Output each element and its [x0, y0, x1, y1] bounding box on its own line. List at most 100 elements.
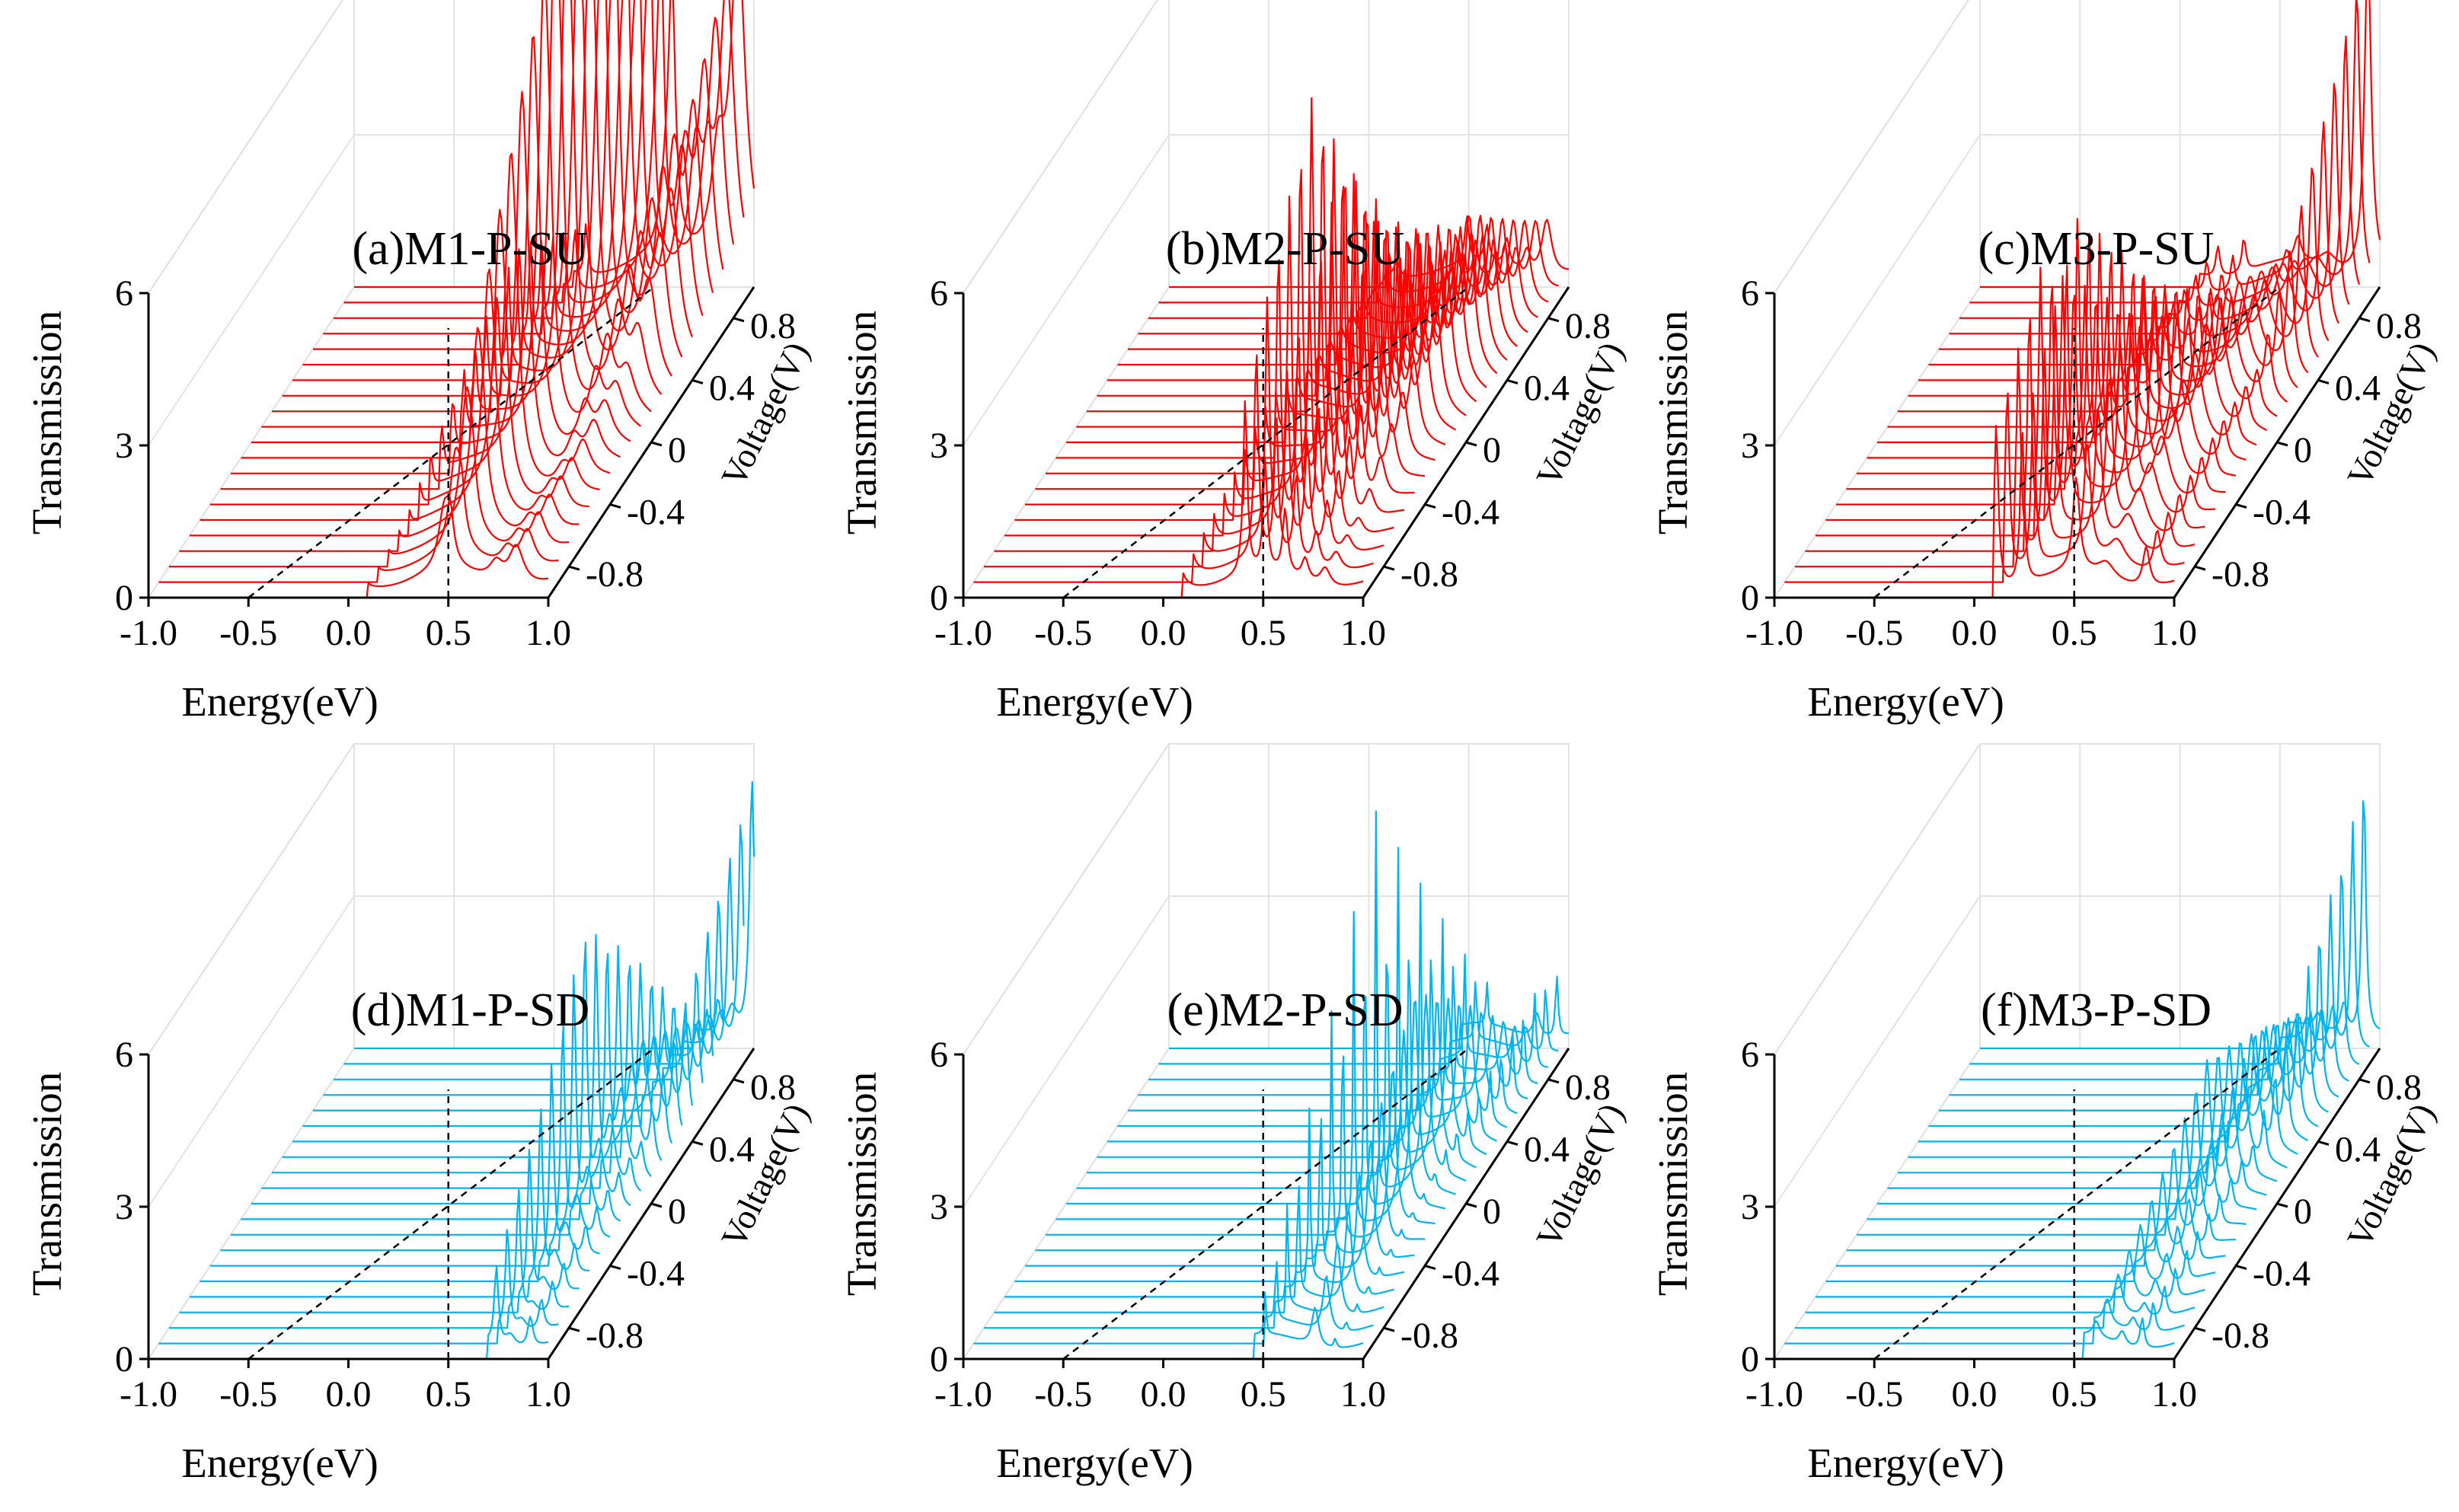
series-line	[1784, 392, 2185, 583]
z-tick-label: 0	[668, 430, 686, 471]
series-line	[231, 941, 631, 1236]
z-tick-label: 0	[1483, 1191, 1501, 1232]
chart-title: (c)M3-P-SU	[1978, 223, 2215, 275]
x-tick-label: 1.0	[525, 1374, 571, 1415]
series-line	[179, 327, 580, 552]
z-tick	[1424, 503, 1436, 509]
series-line	[292, 985, 694, 1143]
y-tick-label: 6	[1741, 1035, 1759, 1075]
series-line	[1025, 97, 1426, 506]
z-tick	[650, 441, 663, 447]
series-line	[994, 1185, 1394, 1313]
gridline	[1774, 0, 1969, 294]
x-tick-label: -0.5	[1034, 1374, 1092, 1415]
y-tick-label: 0	[115, 578, 133, 618]
series-line	[1949, 894, 2349, 1096]
z-tick	[568, 565, 580, 571]
x-tick-label: -1.0	[120, 613, 177, 653]
x-tick-label: -0.5	[1845, 1374, 1903, 1415]
series-line	[1825, 1200, 2226, 1283]
chart-title: (b)M2-P-SU	[1166, 223, 1404, 275]
z-axis-label: Voltage(V)	[1528, 336, 1631, 492]
side-wall	[963, 0, 1158, 598]
series-line	[994, 259, 1394, 552]
y-tick-label: 0	[1741, 578, 1759, 618]
z-tick-label: -0.8	[2212, 554, 2269, 595]
series-line	[179, 1149, 580, 1313]
series-line	[1908, 1026, 2308, 1158]
y-tick-label: 6	[930, 273, 948, 314]
series-line	[1857, 251, 2257, 474]
series-line	[261, 945, 663, 1189]
z-axis-label: Voltage(V)	[714, 1097, 816, 1253]
z-tick-label: -0.4	[2253, 1254, 2311, 1294]
z-tick-label: 0.4	[2335, 1129, 2381, 1169]
z-tick-label: -0.8	[1400, 554, 1458, 595]
z-axis-label: Voltage(V)	[2339, 1097, 2442, 1253]
x-tick-label: 1.0	[525, 613, 571, 653]
z-tick	[609, 1265, 621, 1271]
z-tick	[1465, 441, 1477, 447]
x-axis-label: Energy(eV)	[1807, 678, 2004, 725]
chart-panel: -1.0 -0.5 0.0 0.5 1.0 0 3 6 -0.8 -0.4 0 0.4 0.8 Energ…	[24, 0, 816, 725]
series-line	[984, 1203, 1384, 1329]
side-wall	[1774, 0, 1969, 598]
y-axis-label: Transmission	[838, 311, 885, 534]
y-tick-label: 6	[115, 1035, 133, 1075]
series-line	[292, 0, 694, 381]
z-tick-label: -0.4	[1442, 1254, 1499, 1294]
y-axis-label: Transmission	[838, 1072, 885, 1296]
series-line	[169, 386, 570, 568]
x-tick-label: -1.0	[1745, 1374, 1803, 1415]
y-axis-label: Transmission	[24, 311, 70, 534]
series-line	[158, 446, 559, 583]
gridline	[148, 0, 343, 294]
series-line	[1816, 264, 2216, 537]
series-line	[1066, 180, 1467, 444]
z-tick-label: 0	[668, 1191, 686, 1232]
x-tick-label: 0.5	[426, 1374, 471, 1415]
z-tick	[691, 1140, 704, 1146]
z-tick-label: -0.8	[2212, 1316, 2269, 1356]
gridline	[963, 743, 1569, 1055]
z-tick	[1383, 1326, 1395, 1332]
z-tick	[1547, 1078, 1560, 1084]
z-tick-label: -0.8	[586, 554, 643, 595]
x-tick-label: 0.5	[426, 613, 471, 653]
gridline	[148, 743, 754, 1055]
z-tick-label: 0.8	[750, 1067, 796, 1108]
chart-title: (f)M3-P-SD	[1981, 984, 2212, 1036]
gridline	[963, 0, 1158, 294]
series-line	[1055, 187, 1457, 459]
z-tick	[2358, 317, 2371, 323]
z-tick	[1547, 317, 1560, 323]
x-tick-label: 0.0	[1952, 1374, 1998, 1415]
x-tick-label: 1.0	[1340, 1374, 1386, 1415]
z-tick-label: -0.4	[627, 493, 685, 533]
z-tick-label: -0.4	[627, 1254, 685, 1294]
x-tick-label: 0.0	[1141, 613, 1186, 653]
gridline	[1774, 743, 2380, 1055]
series-line	[210, 1025, 611, 1267]
series-line	[334, 857, 735, 1080]
x-tick-label: 0.0	[326, 1374, 372, 1415]
z-tick	[1424, 1265, 1436, 1271]
z-tick-label: -0.4	[1442, 493, 1499, 533]
chart-panel: -1.0 -0.5 0.0 0.5 1.0 0 3 6 -0.8 -0.4 0 0.4 0.8 Energ…	[838, 743, 1631, 1486]
series-line	[1846, 1147, 2247, 1252]
z-tick-label: 0.4	[709, 1129, 755, 1169]
z-tick	[2276, 1202, 2288, 1208]
series-line	[1805, 305, 2205, 552]
series-line	[1138, 965, 1538, 1096]
series-line	[1128, 917, 1528, 1112]
series-line	[1846, 232, 2247, 490]
x-tick-label: 0.0	[1952, 613, 1998, 653]
x-axis-label: Energy(eV)	[181, 1440, 378, 1486]
series-line	[231, 36, 631, 474]
series-line	[1774, 1317, 2175, 1360]
series-line	[1055, 995, 1456, 1220]
x-tick-label: 1.0	[2151, 613, 2197, 653]
series-line	[251, 952, 652, 1205]
x-axis-label: Energy(eV)	[996, 678, 1193, 725]
chart-panel: -1.0 -0.5 0.0 0.5 1.0 0 3 6 -0.8 -0.4 0 0.4 0.8 Energ…	[1649, 743, 2442, 1486]
